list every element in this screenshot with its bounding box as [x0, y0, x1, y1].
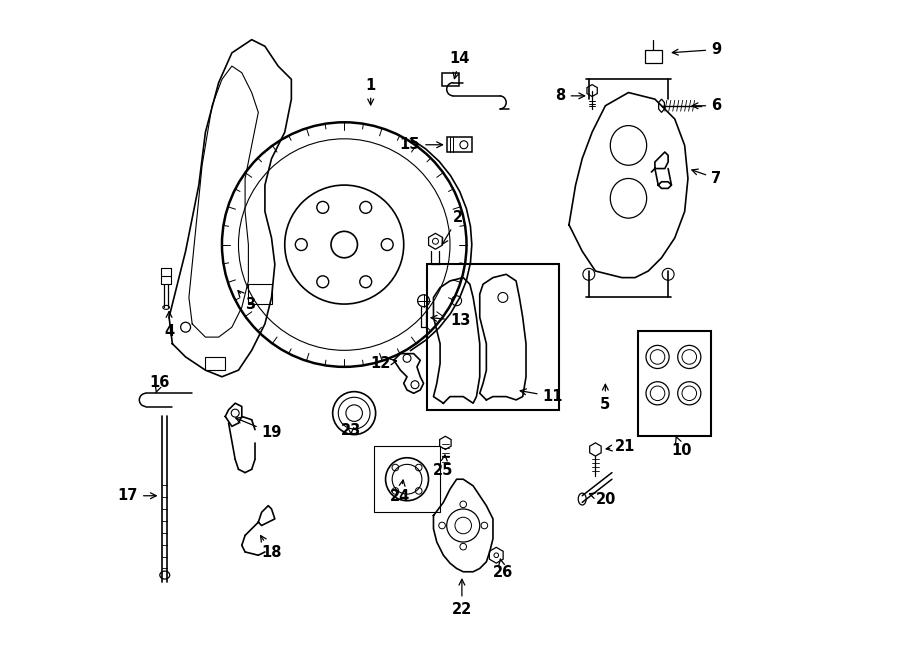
Text: 23: 23 [341, 423, 361, 438]
Text: 14: 14 [450, 51, 470, 79]
Text: 22: 22 [452, 579, 472, 617]
Text: 19: 19 [236, 418, 282, 440]
Text: 8: 8 [555, 89, 585, 103]
Text: 2: 2 [442, 210, 464, 245]
Text: 11: 11 [520, 389, 563, 404]
Bar [638, 330, 711, 436]
Bar [645, 50, 662, 63]
Text: 5: 5 [600, 384, 610, 412]
Text: 13: 13 [431, 313, 471, 328]
Text: 7: 7 [692, 169, 721, 186]
Text: 16: 16 [149, 375, 169, 393]
Text: 1: 1 [365, 77, 376, 105]
Text: 26: 26 [493, 559, 513, 580]
Text: 24: 24 [391, 480, 410, 504]
Text: 3: 3 [238, 291, 256, 311]
Text: 4: 4 [164, 311, 174, 339]
Text: 15: 15 [400, 137, 443, 152]
Text: 20: 20 [590, 492, 616, 506]
Text: 17: 17 [118, 488, 157, 503]
Text: 10: 10 [671, 437, 691, 458]
Bar [374, 446, 440, 512]
Text: 25: 25 [433, 455, 454, 478]
Bar [427, 264, 559, 410]
Text: 12: 12 [370, 356, 397, 371]
Text: 9: 9 [672, 42, 721, 57]
Bar [442, 73, 459, 86]
Text: 18: 18 [261, 535, 282, 561]
Text: 6: 6 [692, 98, 721, 113]
Text: 21: 21 [607, 439, 635, 453]
